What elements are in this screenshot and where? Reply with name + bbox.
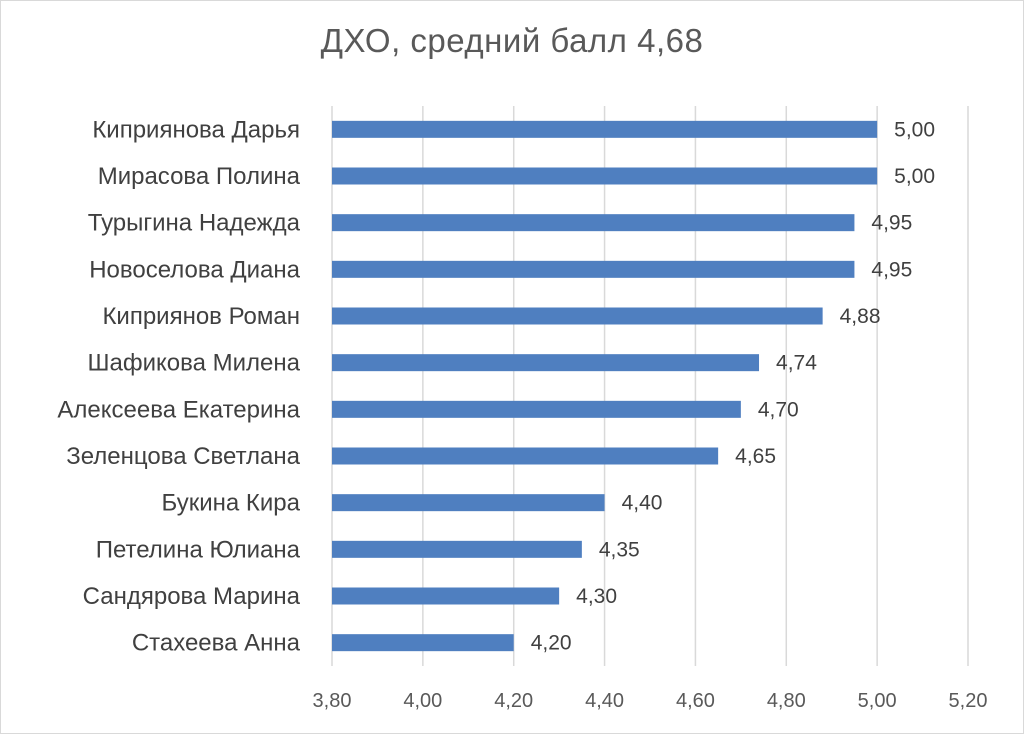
x-tick-labels: 3,80 4,00 4,20 4,40 4,60 4,80 5,00 5,20 <box>313 690 988 712</box>
data-labels: 5,00 5,00 4,95 4,95 4,88 4,74 4,70 4,65 4,40 4,35… <box>531 118 935 654</box>
bar <box>332 400 741 418</box>
data-label: 4,30 <box>576 585 617 608</box>
bar <box>332 260 855 278</box>
category-label: Турыгина Надежда <box>88 210 301 237</box>
data-label: 4,35 <box>599 538 640 561</box>
bar <box>332 307 823 325</box>
category-label: Стахеева Анна <box>132 630 301 657</box>
bar <box>332 354 760 372</box>
data-label: 5,00 <box>894 118 935 141</box>
bar <box>332 540 582 558</box>
bar <box>332 494 605 512</box>
category-label: Киприянова Дарья <box>92 116 300 143</box>
data-label: 5,00 <box>894 165 935 188</box>
category-label: Сандярова Марина <box>83 583 301 610</box>
category-label: Алексеева Екатерина <box>57 396 300 423</box>
bar <box>332 447 719 465</box>
data-label: 4,74 <box>776 352 817 375</box>
x-tick-label: 4,40 <box>585 690 624 712</box>
category-label: Новоселова Диана <box>89 256 300 283</box>
bar <box>332 167 878 185</box>
category-label: Мирасова Полина <box>98 163 301 190</box>
gridlines <box>331 106 969 666</box>
bar <box>332 120 878 138</box>
category-label: Петелина Юлиана <box>96 536 301 563</box>
data-label: 4,40 <box>622 492 663 515</box>
data-label: 4,88 <box>840 305 881 328</box>
chart-title: ДХО, средний балл 4,68 <box>320 22 704 59</box>
data-label: 4,65 <box>735 445 776 468</box>
data-label: 4,20 <box>531 632 572 655</box>
category-label: Зеленцова Светлана <box>66 443 300 470</box>
bar <box>332 634 514 652</box>
data-label: 4,70 <box>758 398 799 421</box>
x-tick-label: 4,20 <box>494 690 533 712</box>
data-label: 4,95 <box>871 258 912 281</box>
category-labels: Киприянова Дарья Мирасова Полина Турыгина … <box>57 116 300 656</box>
bars <box>332 120 878 652</box>
bar <box>332 214 855 232</box>
data-label: 4,95 <box>871 212 912 235</box>
x-tick-label: 5,20 <box>949 690 988 712</box>
bar <box>332 587 560 605</box>
category-label: Киприянов Роман <box>102 303 300 330</box>
x-tick-label: 4,80 <box>767 690 806 712</box>
x-tick-label: 4,60 <box>676 690 715 712</box>
x-tick-label: 5,00 <box>858 690 897 712</box>
x-tick-label: 4,00 <box>403 690 442 712</box>
category-label: Шафикова Милена <box>88 350 301 377</box>
category-label: Букина Кира <box>162 490 301 517</box>
x-tick-label: 3,80 <box>313 690 352 712</box>
